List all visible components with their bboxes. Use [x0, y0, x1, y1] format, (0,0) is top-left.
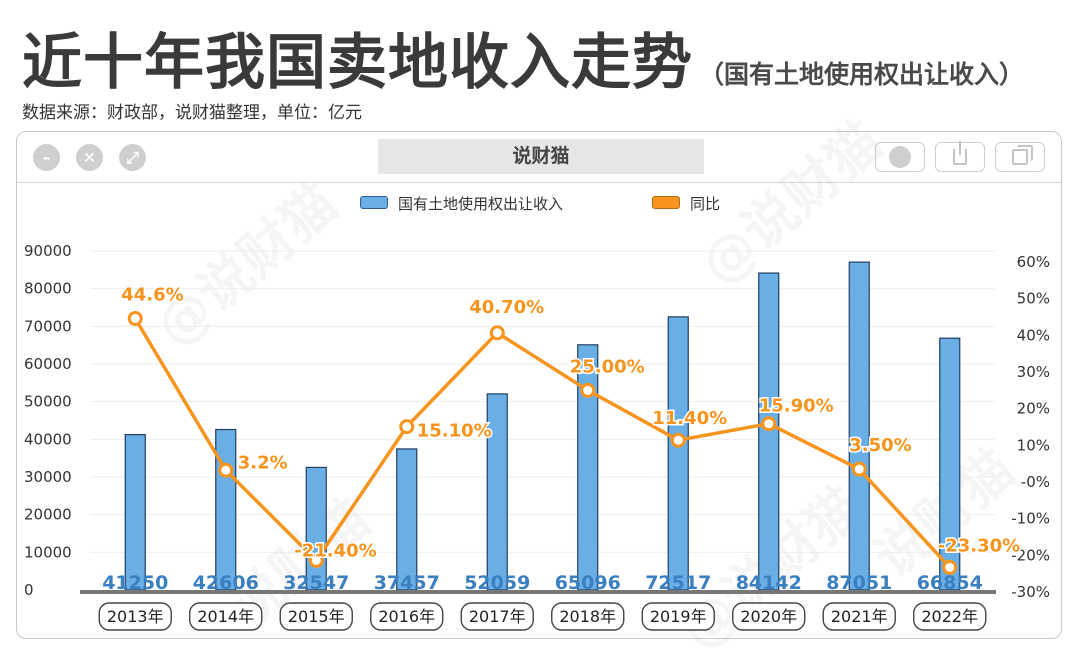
y-right-tick-label: 60%: [1017, 253, 1050, 271]
yoy-value-label: 11.40%: [652, 408, 727, 429]
yoy-line: [133, 317, 952, 569]
legend-swatch-bar: [360, 196, 388, 209]
yoy-value-label: 40.70%: [469, 297, 544, 318]
y-left-tick-label: 60000: [24, 355, 72, 373]
x-tick-label: 2017年: [469, 607, 526, 626]
bar-value-label: 52059: [464, 572, 530, 594]
x-tick-pill: [460, 602, 534, 631]
yoy-point: [399, 419, 415, 435]
legend-label: 国有土地使用权出让收入: [398, 195, 564, 213]
yoy-point: [761, 416, 777, 432]
bar: [848, 261, 870, 591]
x-tick-label: 2021年: [831, 607, 888, 626]
x-tick-pill: [370, 602, 444, 631]
y-right-tick-label: 50%: [1017, 290, 1050, 308]
x-tick-label: 2022年: [921, 607, 978, 626]
data-source-note: 数据来源：财政部，说财猫整理，单位：亿元: [22, 103, 362, 123]
x-tick-pill: [279, 602, 353, 631]
page-subtitle: （国有土地使用权出让收入）: [699, 60, 1025, 89]
legend-swatch-line: [652, 196, 680, 209]
yoy-point: [580, 382, 596, 398]
bar: [215, 428, 237, 591]
bar-value-label: 72517: [645, 572, 711, 594]
bar-value-label: 41250: [102, 572, 168, 594]
yoy-value-label: -21.40%: [294, 540, 376, 561]
x-tick-pill: [822, 602, 896, 631]
y-left-tick-label: 40000: [24, 430, 72, 448]
record-icon: [889, 146, 911, 168]
x-tick-pill: [98, 602, 172, 631]
y-right-tick-label: 10%: [1017, 436, 1050, 454]
yoy-point: [670, 432, 686, 448]
share-icon: [953, 141, 967, 165]
copy-icon: [1012, 145, 1033, 165]
y-right-tick-label: 40%: [1017, 326, 1050, 344]
y-right-tick-label: -30%: [1011, 583, 1050, 601]
page-title: 近十年我国卖地收入走势: [22, 28, 693, 98]
bar: [396, 448, 418, 591]
bar-value-label: 32547: [283, 572, 349, 594]
x-tick-label: 2020年: [740, 607, 797, 626]
title-row: 近十年我国卖地收入走势 （国有土地使用权出让收入）: [22, 14, 1025, 98]
x-tick-pill: [641, 602, 715, 631]
y-right-tick-label: -10%: [1011, 510, 1050, 528]
yoy-point: [308, 552, 324, 568]
yoy-point: [942, 559, 958, 575]
y-left-tick-label: 80000: [24, 280, 72, 298]
minimize-icon[interactable]: –: [33, 144, 60, 171]
bar-value-label: 84142: [736, 572, 802, 594]
x-tick-pill: [189, 602, 263, 631]
y-left-tick-label: 30000: [24, 468, 72, 486]
bar-value-label: 37457: [374, 572, 440, 594]
yoy-point: [218, 462, 234, 478]
x-tick-label: 2016年: [378, 607, 435, 626]
y-right-tick-label: 30%: [1017, 363, 1050, 381]
x-tick-label: 2013年: [107, 607, 164, 626]
yoy-value-label: 44.6%: [121, 284, 183, 305]
yoy-value-label: 25.00%: [570, 356, 645, 377]
yoy-value-label: 3.2%: [238, 452, 288, 473]
y-left-tick-label: 10000: [24, 543, 72, 561]
y-right-tick-label: -0%: [1021, 473, 1050, 491]
y-right-tick-label: -20%: [1011, 546, 1050, 564]
x-tick-label: 2019年: [650, 607, 707, 626]
yoy-value-label: 3.50%: [849, 435, 911, 456]
bar: [124, 434, 146, 591]
bar: [577, 344, 599, 591]
x-tick-pill: [732, 602, 806, 631]
legend-label: 同比: [690, 195, 721, 213]
yoy-point: [851, 461, 867, 477]
x-tick-label: 2014年: [197, 607, 254, 626]
chart-window: – ✕ ⤢ 说财猫: [16, 131, 1062, 639]
y-left-tick-label: 90000: [24, 242, 72, 260]
yoy-value-label: 15.10%: [417, 421, 492, 442]
yoy-value-label: -23.30%: [938, 535, 1020, 556]
copy-button[interactable]: [995, 142, 1045, 172]
window-title-bar: – ✕ ⤢ 说财猫: [17, 132, 1061, 183]
y-right-tick-label: 20%: [1017, 400, 1050, 418]
y-left-tick-label: 50000: [24, 393, 72, 411]
yoy-point: [127, 310, 143, 326]
yoy-point: [489, 325, 505, 341]
record-button[interactable]: [875, 142, 925, 172]
share-button[interactable]: [935, 141, 985, 172]
bar-value-label: 87051: [826, 572, 892, 594]
yoy-value-label: 15.90%: [759, 396, 834, 417]
bar-value-label: 65096: [555, 572, 621, 594]
close-icon[interactable]: ✕: [76, 144, 103, 171]
window-title: 说财猫: [378, 139, 704, 174]
expand-icon[interactable]: ⤢: [119, 144, 146, 171]
bar-value-label: 42606: [193, 572, 259, 594]
x-tick-pill: [551, 602, 625, 631]
bar: [667, 316, 689, 591]
x-tick-pill: [913, 602, 987, 631]
bar: [758, 272, 780, 591]
y-left-tick-label: 20000: [24, 506, 72, 524]
bar-value-label: 66854: [917, 572, 983, 594]
y-left-tick-label: 0: [24, 581, 34, 599]
x-tick-label: 2018年: [559, 607, 616, 626]
x-tick-label: 2015年: [288, 607, 345, 626]
y-left-tick-label: 70000: [24, 317, 72, 335]
